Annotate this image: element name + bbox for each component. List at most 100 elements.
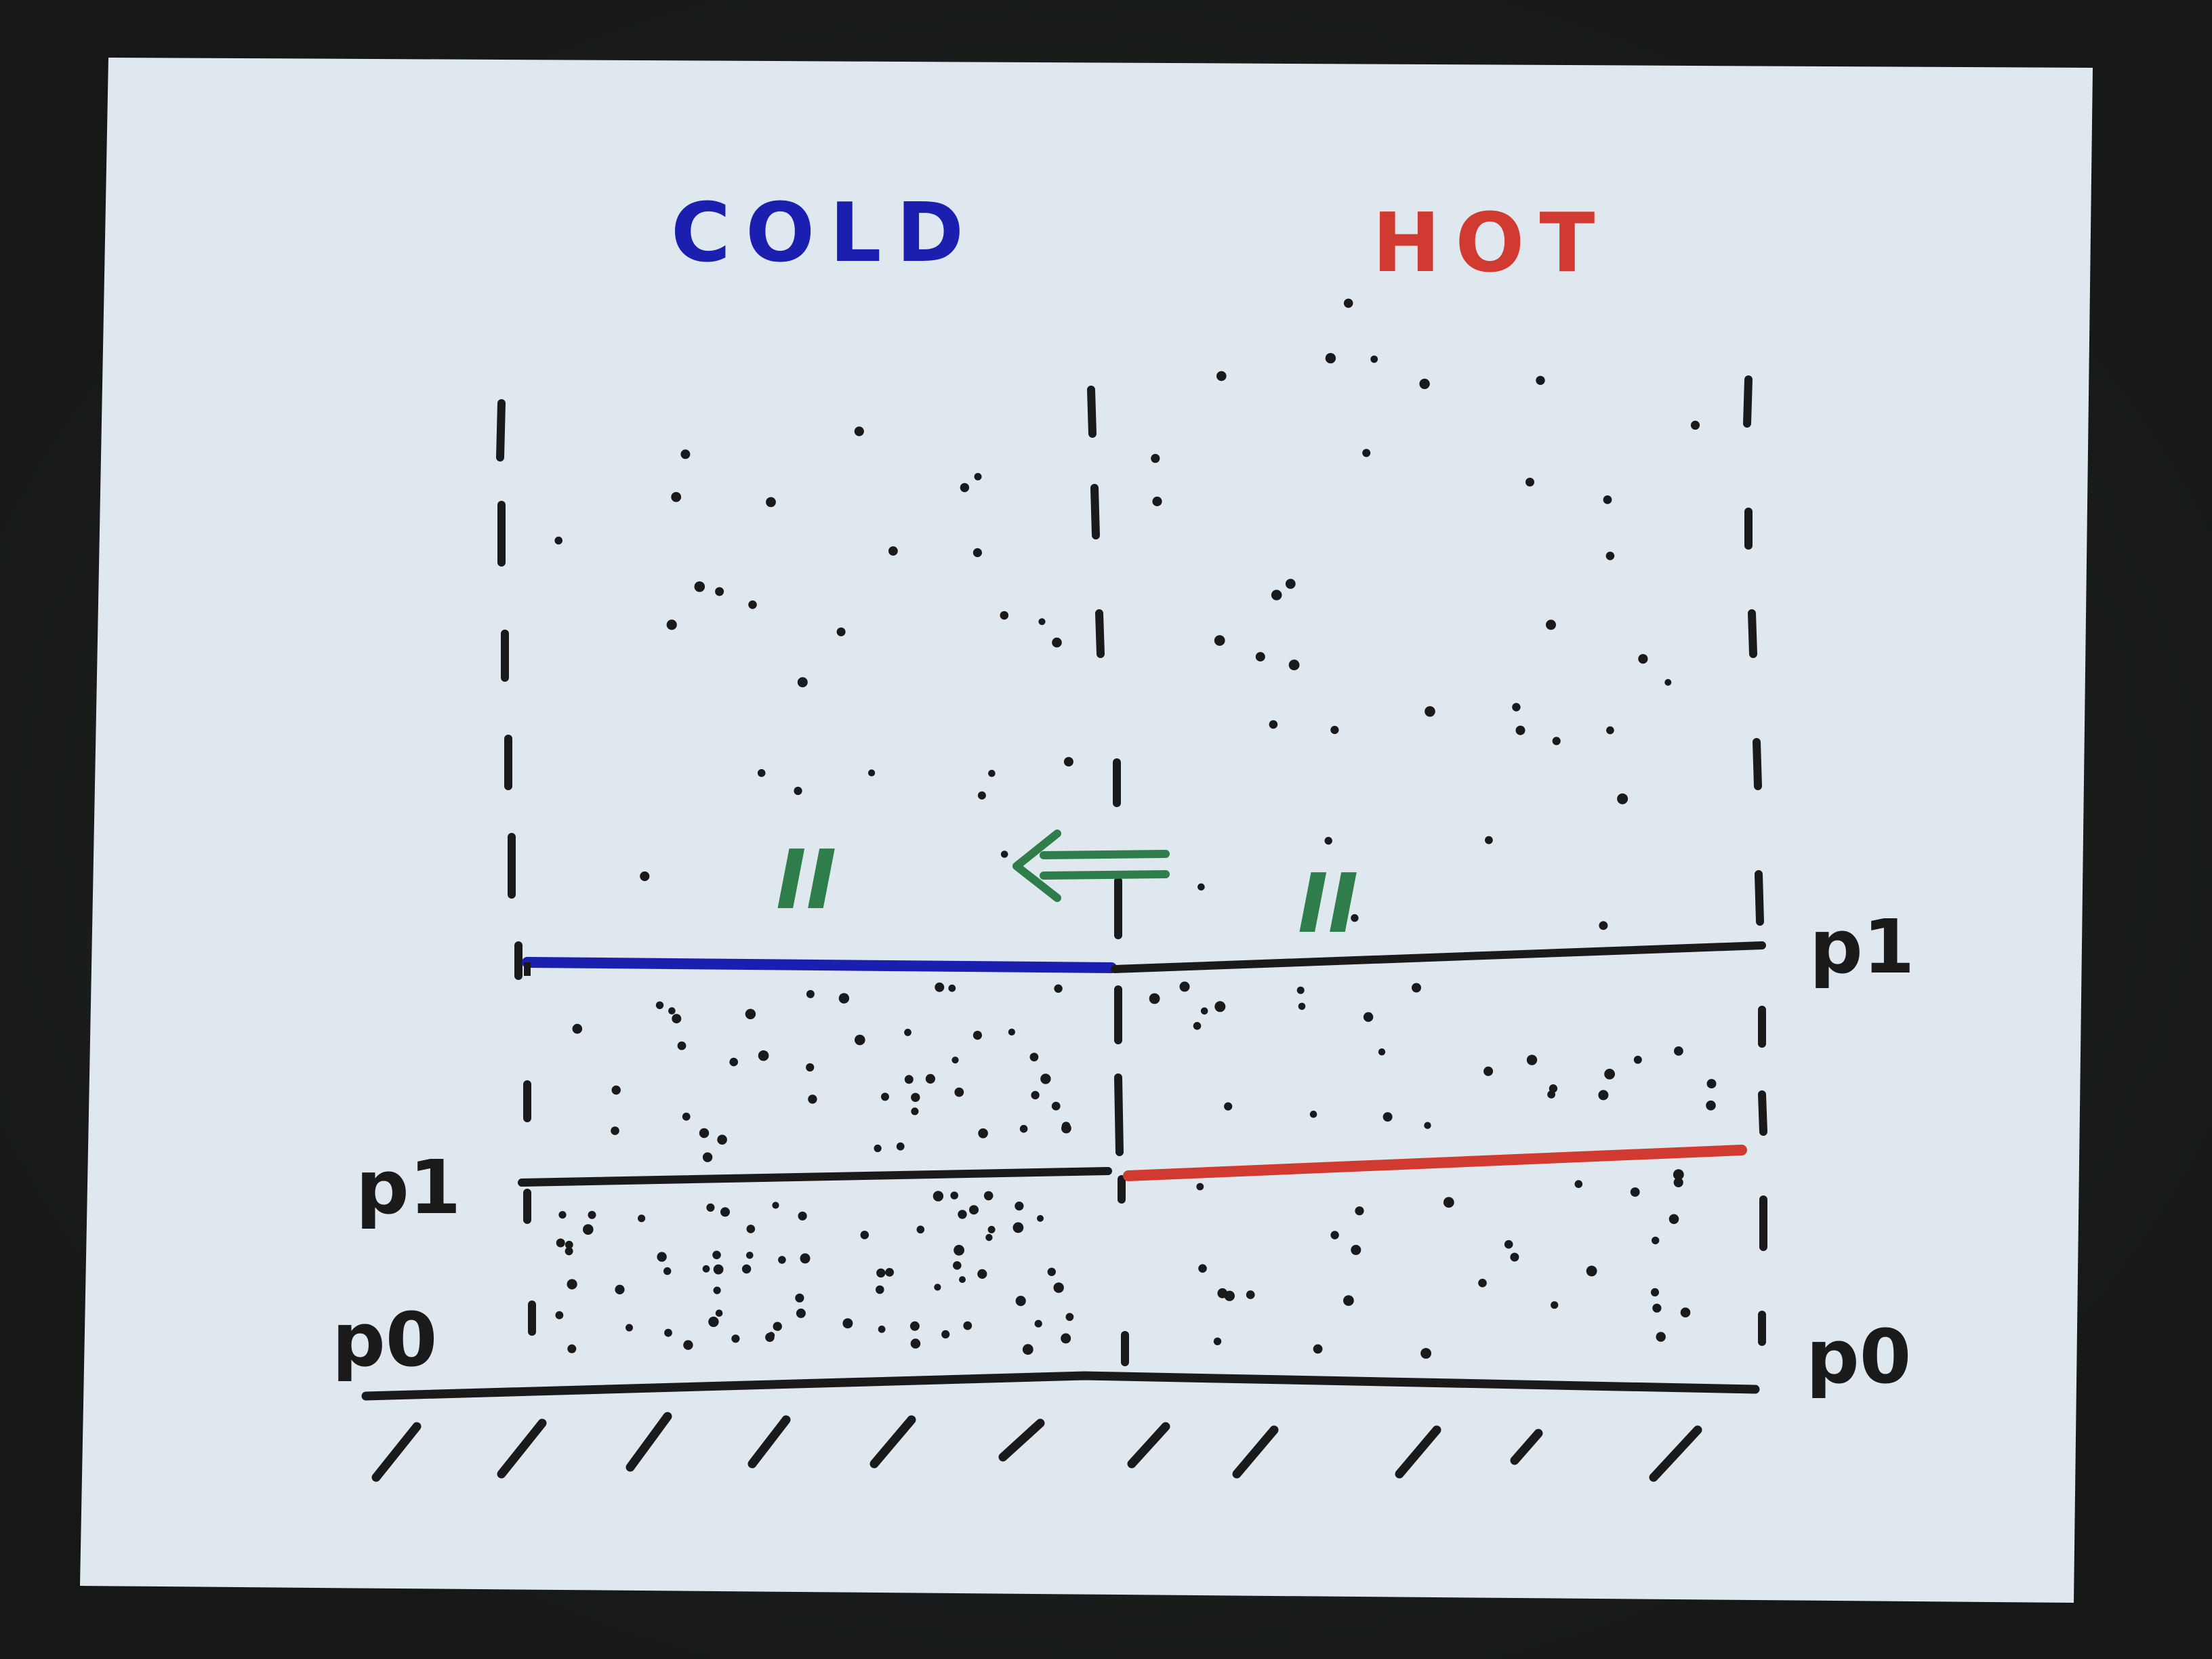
gas-particle: [1000, 611, 1009, 620]
gas-particle: [558, 1211, 567, 1219]
gas-particle: [1000, 851, 1008, 858]
gas-particle: [1351, 914, 1359, 922]
gas-particle: [806, 1063, 815, 1072]
gas-particle: [1061, 1123, 1071, 1134]
gas-particle: [677, 1041, 687, 1050]
gas-particle: [963, 1321, 972, 1330]
gas-particle: [1650, 1288, 1660, 1296]
gas-particle: [746, 1252, 754, 1259]
gas-particle: [702, 1152, 713, 1162]
hot-label: HOT: [1372, 197, 1610, 291]
gas-particle: [1213, 1337, 1222, 1346]
gas-particle: [954, 1244, 964, 1256]
gas-particle: [911, 1107, 919, 1115]
gas-particle: [1061, 1333, 1071, 1344]
gas-particle: [911, 1092, 920, 1103]
gas-particle: [988, 769, 996, 777]
gas-particle: [1197, 883, 1205, 891]
gas-particle: [1362, 449, 1371, 457]
right-p0-label: p0: [1806, 1313, 1911, 1400]
gas-particle: [694, 581, 705, 592]
gas-particle: [717, 1134, 727, 1145]
gas-particle: [1652, 1236, 1660, 1245]
gas-particle: [565, 1240, 573, 1249]
gas-particle: [1063, 757, 1073, 766]
gas-particle: [796, 1308, 806, 1318]
gas-particle: [941, 1330, 950, 1338]
gas-particle: [715, 1309, 723, 1317]
gas-particle: [933, 1191, 944, 1202]
right-p1-label: p1: [1809, 903, 1914, 990]
gas-particle: [1419, 378, 1430, 390]
left-p0-label: p0: [332, 1296, 437, 1383]
gas-particle: [772, 1202, 779, 1209]
gas-particle: [680, 449, 691, 459]
gas-particle: [1605, 552, 1615, 560]
gas-particle: [1370, 355, 1378, 363]
gas-particle: [746, 1225, 756, 1233]
gas-particle: [1324, 836, 1332, 845]
gas-particle: [1536, 375, 1545, 385]
gas-particle: [1425, 706, 1435, 717]
gas-particle: [611, 1126, 619, 1135]
gas-particle: [885, 1268, 894, 1277]
gas-particle: [983, 1191, 994, 1201]
gas-particle: [1363, 1012, 1374, 1022]
hot-lower-pressure-line: [1123, 1145, 1747, 1181]
gas-particle: [664, 1328, 672, 1337]
left-double-arrow-icon: [1012, 830, 1170, 902]
gas-particle: [1052, 637, 1062, 648]
gas-particle: [1288, 659, 1300, 671]
left-p1-label: p1: [356, 1144, 461, 1231]
gas-particle: [855, 1034, 865, 1046]
gas-particle: [950, 1191, 958, 1200]
gas-particle: [1040, 1073, 1051, 1084]
gas-particle: [969, 1205, 979, 1215]
gas-particle: [888, 546, 898, 556]
gas-particle: [878, 1326, 886, 1333]
gas-particle: [1214, 635, 1225, 646]
gas-particle: [972, 548, 982, 558]
gas-particle: [766, 497, 776, 508]
gas-particle: [1515, 725, 1525, 735]
gas-particle: [904, 1075, 914, 1084]
gas-particle: [860, 1231, 869, 1240]
gas-particle: [1285, 579, 1296, 589]
gas-particle: [1586, 1265, 1597, 1277]
gas-particle: [795, 1293, 804, 1303]
gas-particle: [1224, 1290, 1235, 1301]
gas-particle: [765, 1332, 775, 1343]
gas-particle: [1047, 1267, 1057, 1277]
gas-particle: [1478, 1278, 1487, 1288]
gas-particle: [1552, 737, 1561, 745]
gas-particle: [1604, 1069, 1616, 1080]
gas-particle: [1378, 1048, 1386, 1056]
gas-particle: [1330, 726, 1339, 735]
gas-particle: [1599, 921, 1608, 930]
gas-particle: [702, 1265, 710, 1273]
gas-particle: [987, 1225, 996, 1233]
right-roman-label: II: [1298, 857, 1358, 951]
gas-particle: [1022, 1344, 1033, 1355]
gas-particle: [876, 1285, 884, 1294]
gas-particle: [657, 1252, 667, 1262]
gas-particle: [1674, 1046, 1683, 1056]
gas-particle: [794, 786, 802, 796]
gas-particle: [1198, 1264, 1207, 1273]
gas-particle: [611, 1085, 621, 1095]
gas-particle: [1216, 371, 1227, 382]
gas-particle: [1510, 1252, 1519, 1262]
gas-particle: [925, 1073, 935, 1084]
gas-particle: [896, 1142, 905, 1151]
gas-particle: [1598, 1090, 1609, 1101]
gas-particle: [1606, 726, 1614, 735]
gas-particle: [1298, 1002, 1306, 1010]
gas-particle: [910, 1338, 921, 1349]
gas-particle: [1412, 983, 1421, 993]
gas-particle: [773, 1322, 782, 1331]
gas-particle: [959, 1276, 966, 1284]
gas-particle: [708, 1316, 719, 1328]
gas-particle: [1034, 1319, 1042, 1328]
gas-particle: [1652, 1303, 1662, 1313]
